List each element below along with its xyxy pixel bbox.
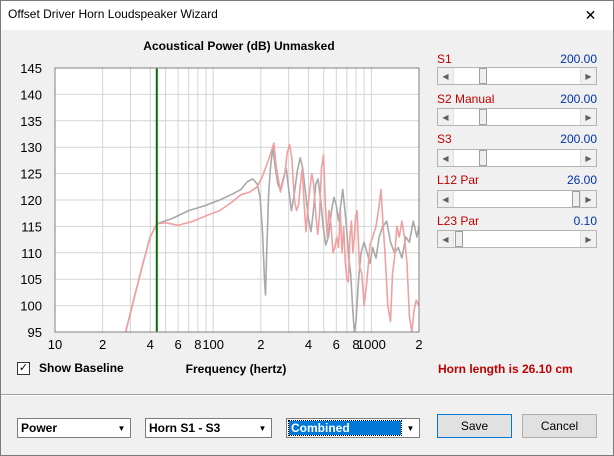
x-tick-label: 4 bbox=[305, 337, 312, 352]
slider-left-arrow-icon[interactable]: ◀ bbox=[438, 68, 454, 84]
show-baseline-checkbox[interactable]: ✓ Show Baseline bbox=[17, 361, 124, 375]
slider-left-arrow-icon[interactable]: ◀ bbox=[438, 150, 454, 166]
x-tick-label: 10 bbox=[48, 337, 62, 352]
chart-title: Acoustical Power (dB) Unmasked bbox=[143, 39, 335, 53]
save-button[interactable]: Save bbox=[437, 414, 512, 438]
series-2-line bbox=[124, 142, 420, 333]
y-tick-label: 100 bbox=[20, 299, 42, 314]
s2-slider-thumb[interactable] bbox=[479, 109, 487, 125]
y-tick-label: 105 bbox=[20, 272, 42, 287]
show-baseline-label[interactable]: Show Baseline bbox=[39, 361, 124, 375]
mode-dropdown[interactable]: Power ▼ bbox=[17, 418, 131, 438]
s3-slider[interactable]: ◀ ▶ bbox=[437, 149, 597, 167]
l23-slider-thumb[interactable] bbox=[455, 231, 463, 247]
cancel-button-label: Cancel bbox=[540, 419, 579, 433]
chevron-down-icon[interactable]: ▼ bbox=[117, 423, 126, 433]
s1-label: S1 bbox=[437, 52, 452, 66]
section-dropdown[interactable]: Horn S1 - S3 ▼ bbox=[145, 418, 272, 438]
x-tick-label: 2 bbox=[415, 337, 422, 352]
close-icon: ✕ bbox=[584, 7, 597, 23]
s2-slider[interactable]: ◀ ▶ bbox=[437, 108, 597, 126]
l12-slider-thumb[interactable] bbox=[572, 191, 580, 207]
title-bar: Offset Driver Horn Loudspeaker Wizard ✕ bbox=[1, 1, 613, 30]
s3-slider-thumb[interactable] bbox=[479, 150, 487, 166]
chevron-down-icon[interactable]: ▼ bbox=[406, 423, 415, 433]
s1-value: 200.00 bbox=[560, 52, 597, 66]
s2-value: 200.00 bbox=[560, 92, 597, 106]
slider-right-arrow-icon[interactable]: ▶ bbox=[580, 191, 596, 207]
y-tick-label: 120 bbox=[20, 193, 42, 208]
cancel-button[interactable]: Cancel bbox=[522, 414, 597, 438]
checkmark-icon[interactable]: ✓ bbox=[17, 361, 30, 375]
s3-value: 200.00 bbox=[560, 132, 597, 146]
x-tick-label: 1000 bbox=[357, 337, 386, 352]
slider-left-arrow-icon[interactable]: ◀ bbox=[438, 109, 454, 125]
y-tick-label: 95 bbox=[28, 325, 42, 340]
y-tick-label: 135 bbox=[20, 114, 42, 129]
mode-dropdown-value: Power bbox=[21, 421, 58, 435]
section-dropdown-value: Horn S1 - S3 bbox=[149, 421, 221, 435]
chevron-down-icon[interactable]: ▼ bbox=[258, 423, 267, 433]
y-tick-label: 130 bbox=[20, 140, 42, 155]
plot-frame bbox=[54, 67, 420, 333]
separator bbox=[1, 394, 613, 396]
l12-slider[interactable]: ◀ ▶ bbox=[437, 190, 597, 208]
l23-slider[interactable]: ◀ ▶ bbox=[437, 230, 597, 248]
slider-right-arrow-icon[interactable]: ▶ bbox=[580, 68, 596, 84]
x-tick-label: 100 bbox=[202, 337, 224, 352]
s2-label: S2 Manual bbox=[437, 92, 495, 106]
x-tick-label: 8 bbox=[194, 337, 201, 352]
series-1-line bbox=[124, 146, 420, 333]
horn-length-status: Horn length is 26.10 cm bbox=[438, 362, 573, 376]
y-tick-label: 140 bbox=[20, 87, 42, 102]
view-dropdown[interactable]: Combined ▼ bbox=[286, 418, 420, 438]
x-tick-label: 2 bbox=[99, 337, 106, 352]
y-tick-label: 115 bbox=[21, 219, 42, 234]
l23-label: L23 Par bbox=[437, 214, 480, 228]
s3-label: S3 bbox=[437, 132, 452, 146]
slider-right-arrow-icon[interactable]: ▶ bbox=[580, 231, 596, 247]
x-tick-label: 2 bbox=[257, 337, 264, 352]
l12-label: L12 Par bbox=[437, 173, 480, 187]
x-tick-label: 6 bbox=[174, 337, 181, 352]
slider-right-arrow-icon[interactable]: ▶ bbox=[580, 150, 596, 166]
y-tick-label: 110 bbox=[21, 246, 42, 261]
s1-slider[interactable]: ◀ ▶ bbox=[437, 67, 597, 85]
slider-left-arrow-icon[interactable]: ◀ bbox=[438, 191, 454, 207]
y-tick-label: 125 bbox=[20, 167, 42, 182]
x-axis-label: Frequency (hertz) bbox=[185, 362, 287, 376]
x-tick-label: 8 bbox=[352, 337, 359, 352]
l23-value: 0.10 bbox=[573, 214, 597, 228]
slider-right-arrow-icon[interactable]: ▶ bbox=[580, 109, 596, 125]
view-dropdown-value: Combined bbox=[288, 420, 402, 436]
window-title: Offset Driver Horn Loudspeaker Wizard bbox=[8, 7, 218, 21]
y-tick-label: 145 bbox=[20, 61, 42, 76]
close-button[interactable]: ✕ bbox=[568, 1, 613, 30]
slider-left-arrow-icon[interactable]: ◀ bbox=[438, 231, 454, 247]
save-button-label: Save bbox=[460, 419, 489, 433]
x-tick-label: 4 bbox=[147, 337, 154, 352]
s1-slider-thumb[interactable] bbox=[479, 68, 487, 84]
l12-value: 26.00 bbox=[566, 173, 597, 187]
x-tick-label: 6 bbox=[333, 337, 340, 352]
